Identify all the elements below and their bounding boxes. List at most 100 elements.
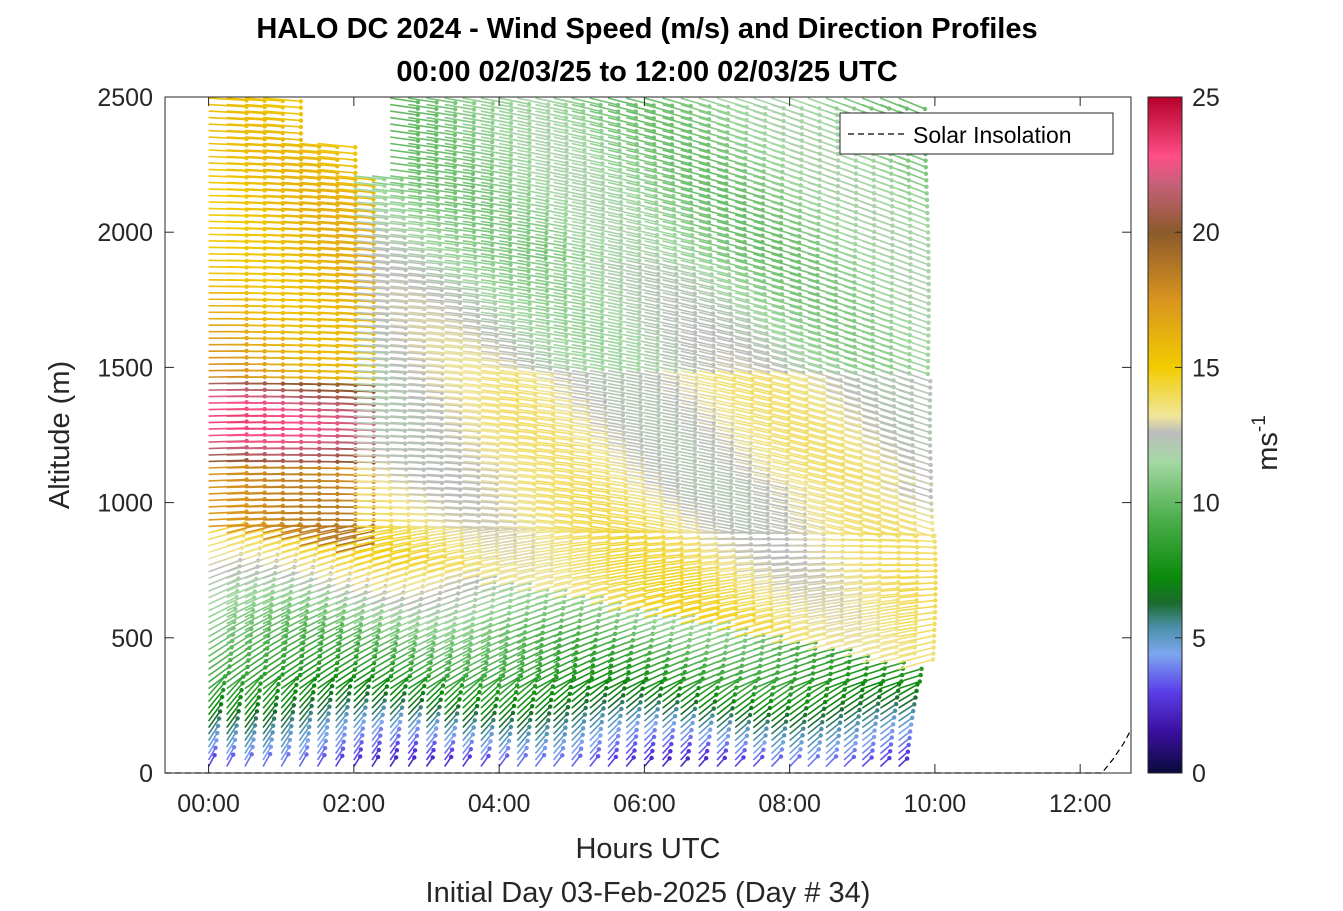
wind-barb-shaft — [280, 704, 295, 722]
wind-barb-shaft — [553, 142, 585, 151]
wind-barb-shaft — [263, 220, 302, 225]
wind-barb-shaft — [335, 748, 344, 761]
wind-barb-tip — [342, 732, 347, 737]
wind-barb-shaft — [262, 711, 276, 729]
wind-barb-tip — [656, 394, 661, 399]
wind-barb-tip — [434, 126, 439, 131]
wind-barb-shaft — [408, 142, 437, 149]
wind-barb-tip — [361, 719, 366, 724]
wind-barb-shaft — [371, 337, 406, 342]
wind-barb-tip — [377, 622, 382, 627]
wind-barb-tip — [595, 754, 601, 759]
wind-barb-shaft — [353, 350, 387, 354]
wind-barb-shaft — [226, 682, 244, 703]
wind-barb-shaft — [244, 541, 280, 554]
wind-barb-tip — [602, 699, 607, 704]
wind-barb-tip — [637, 707, 642, 712]
chart-title-line2: 00:00 02/03/25 to 12:00 02/03/25 UTC — [396, 56, 897, 88]
wind-barb-shaft — [280, 674, 301, 690]
wind-barb-tip — [544, 218, 549, 223]
wind-barb-shaft — [226, 689, 243, 709]
wind-barb-tip — [478, 683, 483, 688]
wind-barb-tip — [452, 132, 457, 138]
wind-barb-tip — [675, 471, 680, 476]
wind-barb-tip — [285, 621, 290, 626]
wind-barb-shaft — [280, 677, 298, 696]
wind-barb-tip — [580, 732, 585, 737]
wind-barb-tip — [656, 432, 661, 437]
wind-barb-shaft — [353, 278, 388, 284]
wind-barb-shaft — [262, 155, 302, 160]
wind-barb-tip — [358, 622, 364, 627]
wind-barb-tip — [656, 387, 661, 392]
wind-barb-shaft — [280, 697, 296, 716]
wind-barb-tip — [507, 243, 513, 248]
wind-barb-tip — [636, 354, 641, 360]
wind-barb-shaft — [426, 611, 457, 625]
wind-barb-tip — [618, 354, 623, 359]
wind-barb-tip — [546, 108, 551, 114]
wind-barb-shaft — [262, 535, 300, 547]
wind-barb-tip — [238, 694, 243, 700]
wind-barb-shaft — [607, 214, 640, 223]
wind-barb-shaft — [371, 649, 396, 664]
wind-barb-tip — [436, 711, 441, 717]
wind-barb-tip — [399, 177, 404, 182]
wind-barb-tip — [637, 297, 642, 302]
wind-barb-shaft — [262, 753, 271, 767]
wind-barb-tip — [637, 271, 643, 276]
wind-barb-shaft — [390, 259, 424, 265]
wind-barb-shaft — [208, 571, 240, 586]
wind-barb-tip — [563, 327, 568, 333]
wind-barb-shaft — [390, 408, 424, 413]
wind-barb-tip — [640, 464, 645, 470]
wind-barb-shaft — [317, 194, 356, 200]
wind-barb-tip — [434, 184, 440, 189]
wind-barb-tip — [434, 100, 439, 105]
wind-barb-shaft — [371, 543, 410, 554]
wind-barb-tip — [618, 257, 623, 263]
wind-barb-tip — [563, 295, 568, 300]
wind-barb-tip — [430, 755, 435, 760]
wind-barb-shaft — [244, 739, 255, 754]
wind-barb-shaft — [335, 175, 374, 181]
wind-barb-tip — [473, 711, 479, 716]
wind-barb-shaft — [408, 549, 445, 560]
wind-barb-shaft — [335, 685, 351, 703]
wind-barb-shaft — [353, 669, 374, 683]
wind-barb-shaft — [371, 201, 404, 207]
wind-barb-shaft — [299, 253, 338, 257]
wind-barb-tip — [527, 295, 532, 300]
wind-barb-tip — [618, 322, 623, 327]
wind-barb-shaft — [299, 233, 338, 238]
wind-barb-shaft — [408, 493, 443, 497]
wind-barb-shaft — [244, 746, 254, 761]
wind-barb-shaft — [371, 679, 389, 696]
wind-barb-tip — [549, 550, 554, 556]
wind-barb-shaft — [607, 272, 641, 281]
wind-barb-shaft — [280, 753, 290, 767]
wind-barb-tip — [526, 192, 531, 197]
wind-barb-tip — [526, 224, 531, 229]
wind-barb-tip — [546, 115, 551, 120]
wind-barb-shaft — [371, 272, 406, 278]
wind-barb-shaft — [607, 207, 640, 217]
wind-barb-tip — [583, 705, 588, 711]
wind-barb-shaft — [281, 240, 320, 244]
wind-barb-shaft — [262, 732, 274, 748]
wind-barb-tip — [346, 698, 351, 703]
wind-barb-shaft — [389, 610, 420, 625]
wind-barb-tip — [656, 419, 661, 425]
wind-barb-shaft — [280, 616, 307, 631]
wind-barb-shaft — [316, 699, 331, 716]
wind-barb-tip — [448, 653, 453, 659]
wind-barb-shaft — [353, 304, 388, 310]
wind-barb-tip — [233, 730, 239, 735]
wind-barb-shaft — [371, 363, 405, 368]
wind-barb-shaft — [371, 181, 403, 187]
wind-barb-shaft — [426, 675, 449, 690]
wind-barb-tip — [564, 192, 569, 198]
wind-barb-tip — [563, 224, 568, 230]
wind-barb-tip — [621, 693, 626, 698]
wind-barb-tip — [432, 634, 437, 639]
